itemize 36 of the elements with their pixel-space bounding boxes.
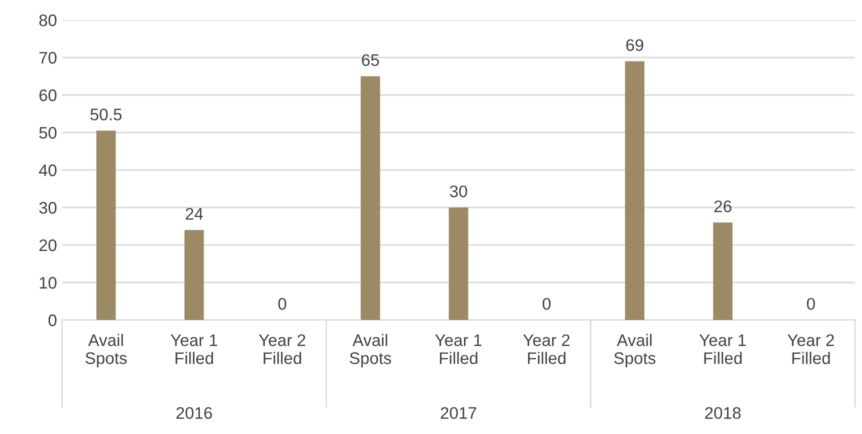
data-label: 69 (626, 39, 644, 52)
y-tick-label: 70 (39, 52, 56, 64)
bar (96, 130, 116, 320)
x-tick-label: Avail Spots (350, 334, 392, 368)
x-tick-label: Year 2 Filled (788, 334, 834, 364)
x-tick-label: Year 1 Filled (699, 334, 746, 364)
x-tick-label: Avail Spots (614, 334, 656, 368)
y-tick-label: 0 (48, 314, 56, 326)
y-tick-label: 50 (39, 126, 56, 139)
text: 2018 (705, 407, 741, 419)
y-tick-label: 10 (40, 276, 56, 289)
bar (713, 222, 733, 320)
y-tick-label: 20 (39, 239, 56, 252)
y-tick-label: 30 (39, 202, 56, 214)
x-tick-label: Year 1 Filled (170, 334, 218, 364)
text: 2017 (440, 407, 476, 419)
bar (448, 208, 468, 320)
bar (360, 76, 380, 320)
bar (625, 61, 644, 320)
data-label: 0 (806, 298, 815, 310)
x-tick-label: Year 2 Filled (523, 334, 570, 364)
y-tick-label: 80 (39, 14, 56, 26)
data-label: 30 (450, 185, 468, 198)
y-tick-label: 60 (39, 89, 56, 102)
x-tick-label: Year 1 Filled (435, 334, 482, 364)
data-label: 24 (186, 208, 203, 220)
data-label: 0 (278, 298, 286, 310)
text: 2016 (176, 407, 212, 419)
data-label: 50.5 (90, 108, 122, 120)
data-label: 26 (714, 200, 732, 212)
x-tick-label: Year 2 Filled (258, 334, 306, 364)
bar (184, 230, 204, 320)
data-label: 65 (362, 54, 379, 66)
data-label: 0 (542, 298, 551, 310)
y-tick-label: 40 (38, 164, 56, 176)
x-tick-label: Avail Spots (86, 334, 127, 368)
